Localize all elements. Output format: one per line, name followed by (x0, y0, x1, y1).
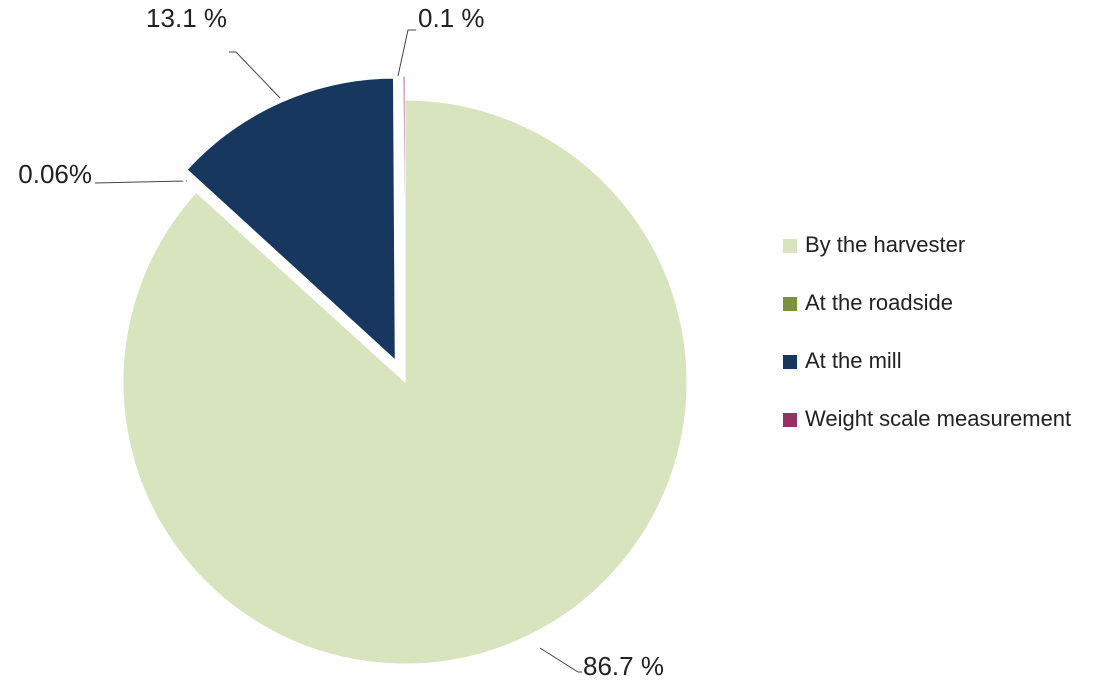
legend-swatch (783, 413, 797, 427)
pie-slice (402, 75, 406, 359)
data-label: 0.1 % (418, 3, 485, 33)
leader-line (397, 29, 416, 77)
legend-swatch (783, 297, 797, 311)
pie-slice (177, 174, 388, 367)
leader-line (94, 180, 188, 184)
pie-slice (186, 77, 396, 362)
data-label: 0.06% (18, 159, 92, 189)
legend-label: By the harvester (805, 232, 965, 257)
legend-label: Weight scale measurement (805, 406, 1071, 431)
data-label: 86.7 % (583, 651, 664, 680)
leader-line (229, 51, 281, 99)
legend-swatch (783, 239, 797, 253)
data-label: 13.1 % (146, 3, 227, 33)
leader-line (539, 647, 582, 673)
pie-slice (122, 99, 688, 665)
legend-label: At the roadside (805, 290, 953, 315)
legend-swatch (783, 355, 797, 369)
legend-label: At the mill (805, 348, 902, 373)
